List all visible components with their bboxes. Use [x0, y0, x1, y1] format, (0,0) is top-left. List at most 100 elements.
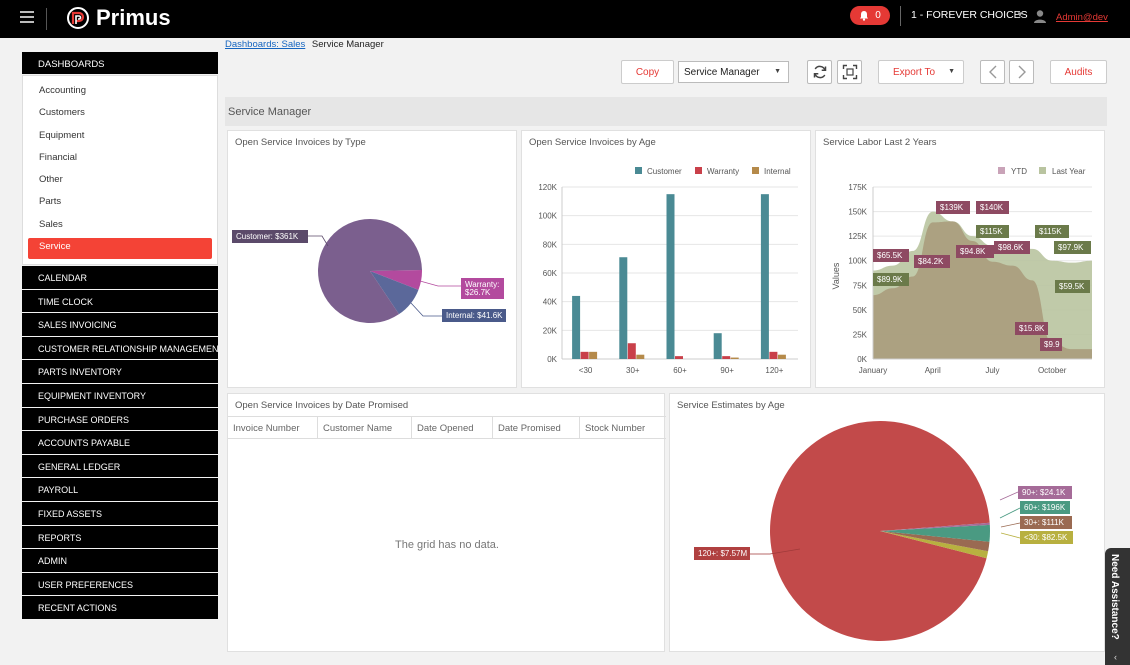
bar	[675, 356, 683, 359]
data-label-box	[976, 225, 1009, 238]
notifications-count: 0	[875, 10, 881, 21]
dashboards-submenu: Accounting Customers Equipment Financial…	[22, 75, 218, 266]
notifications-button[interactable]: 0	[850, 6, 890, 25]
y-tick-label: 100K	[538, 212, 557, 221]
pie-slice	[880, 531, 990, 552]
panel-title: Service Manager	[225, 97, 1107, 126]
data-label-box	[1040, 338, 1062, 351]
sidebar-section-recent-actions[interactable]: RECENT ACTIONS	[22, 596, 218, 619]
logo-text: Primus	[96, 5, 171, 30]
chevron-left-icon	[988, 65, 996, 79]
grid-column-header[interactable]: Date Promised	[493, 417, 580, 439]
x-tick-label: April	[925, 366, 941, 375]
grid-column-header[interactable]: Date Opened	[412, 417, 493, 439]
refresh-icon	[813, 65, 826, 79]
pie-slice	[880, 522, 990, 531]
sidebar-section-general-ledger[interactable]: GENERAL LEDGER	[22, 454, 218, 478]
export-button[interactable]: Export To ▼	[878, 60, 964, 84]
leader-line	[999, 491, 1019, 501]
breadcrumb-link[interactable]: Dashboards: Sales	[225, 39, 306, 50]
slice-label-box	[1020, 531, 1073, 544]
copy-button[interactable]: Copy	[621, 60, 674, 84]
sidebar-item-other[interactable]: Other	[39, 174, 63, 186]
legend-label: YTD	[1011, 167, 1027, 176]
sidebar-section-purchase-orders[interactable]: PURCHASE ORDERS	[22, 407, 218, 431]
slice-label-warranty-box	[461, 278, 504, 299]
y-axis-label: Values	[831, 262, 841, 289]
grid-column-header[interactable]: Customer Name	[318, 417, 412, 439]
data-label-box	[936, 201, 970, 214]
slice-label-internal: Internal: $41.6K	[446, 311, 503, 320]
pie-slice	[880, 524, 990, 542]
audits-button[interactable]: Audits	[1050, 60, 1107, 84]
next-button[interactable]	[1009, 60, 1034, 84]
data-label-box	[1015, 322, 1048, 335]
y-tick-label: 50K	[853, 306, 868, 315]
legend-swatch	[752, 167, 759, 174]
legend-swatch	[635, 167, 642, 174]
sidebar-item-accounting[interactable]: Accounting	[39, 85, 87, 96]
bar	[636, 354, 645, 359]
leader-line	[1000, 522, 1021, 528]
chevron-down-icon[interactable]: ▼	[1016, 10, 1024, 19]
bar	[589, 351, 598, 359]
sidebar-section-user-preferences[interactable]: USER PREFERENCES	[22, 572, 218, 596]
data-label: $89.9K	[877, 275, 903, 284]
sidebar-item-parts[interactable]: Parts	[39, 196, 62, 208]
sidebar-section-reports[interactable]: REPORTS	[22, 525, 218, 549]
grid-column-header[interactable]: Invoice Number	[228, 417, 318, 439]
sidebar-section-dashboards[interactable]: DASHBOARDS	[22, 52, 218, 74]
dashboard-select[interactable]: Service Manager ▼	[678, 61, 789, 83]
leader-line	[999, 507, 1021, 519]
grid-title: Open Service Invoices by Date Promised	[235, 400, 409, 411]
primus-logo-icon	[67, 7, 89, 29]
pie-slice	[370, 269, 422, 290]
sidebar: DASHBOARDS Accounting Customers Equipmen…	[22, 52, 218, 619]
data-label-box	[976, 201, 1009, 214]
grid-header: Invoice Number Customer Name Date Opened…	[228, 416, 666, 439]
data-label: $97.9K	[1058, 243, 1084, 252]
sidebar-section-sales-invoicing[interactable]: SALES INVOICING	[22, 313, 218, 336]
chart-title: Open Service Invoices by Type	[235, 137, 366, 148]
bar	[730, 357, 739, 359]
data-label-box	[873, 249, 909, 262]
y-tick-label: 80K	[543, 240, 558, 249]
sidebar-section-admin[interactable]: ADMIN	[22, 549, 218, 572]
legend-label: Internal	[764, 167, 791, 176]
data-label: $115K	[1039, 227, 1062, 236]
company-selector[interactable]: 1 - FOREVER CHOICES	[911, 9, 1028, 21]
bar	[777, 354, 786, 359]
sidebar-item-financial[interactable]: Financial	[39, 151, 78, 163]
sidebar-item-sales[interactable]: Sales	[39, 218, 63, 230]
sidebar-section-crm[interactable]: CUSTOMER RELATIONSHIP MANAGEMENT	[22, 336, 218, 360]
y-tick-label: 175K	[848, 183, 867, 192]
grid-card-date-promised: Open Service Invoices by Date Promised I…	[227, 393, 666, 652]
sidebar-section-calendar[interactable]: CALENDAR	[22, 266, 218, 289]
sidebar-item-customers[interactable]: Customers	[39, 107, 85, 119]
fullscreen-button[interactable]	[837, 60, 862, 84]
data-label-box	[873, 273, 909, 286]
menu-icon[interactable]	[20, 11, 34, 23]
sidebar-section-equipment-inventory[interactable]: EQUIPMENT INVENTORY	[22, 384, 218, 407]
slice-label-warranty: $26.7K	[465, 288, 491, 297]
logo[interactable]: Primus	[66, 4, 171, 32]
previous-button[interactable]	[980, 60, 1005, 84]
sidebar-section-time-clock[interactable]: TIME CLOCK	[22, 289, 218, 313]
sidebar-item-equipment[interactable]: Equipment	[39, 129, 85, 141]
sidebar-item-service[interactable]: Service	[28, 238, 212, 260]
y-tick-label: 75K	[853, 281, 868, 290]
grid-column-header[interactable]: Stock Number	[585, 423, 646, 434]
breadcrumb-current: Service Manager	[311, 39, 384, 50]
slice-label-internal-box	[442, 309, 506, 322]
y-tick-label: 60K	[543, 269, 558, 278]
user-link[interactable]: Admin@dev	[1056, 12, 1108, 23]
sidebar-section-payroll[interactable]: PAYROLL	[22, 478, 218, 502]
data-label: $65.5K	[877, 251, 903, 260]
data-label-box	[994, 241, 1030, 254]
need-assistance-tab[interactable]: Need Assistance? ‹	[1105, 548, 1130, 665]
sidebar-section-fixed-assets[interactable]: FIXED ASSETS	[22, 502, 218, 525]
y-tick-label: 0K	[857, 355, 867, 364]
sidebar-section-accounts-payable[interactable]: ACCOUNTS PAYABLE	[22, 431, 218, 454]
refresh-button[interactable]	[807, 60, 832, 84]
sidebar-section-parts-inventory[interactable]: PARTS INVENTORY	[22, 360, 218, 384]
